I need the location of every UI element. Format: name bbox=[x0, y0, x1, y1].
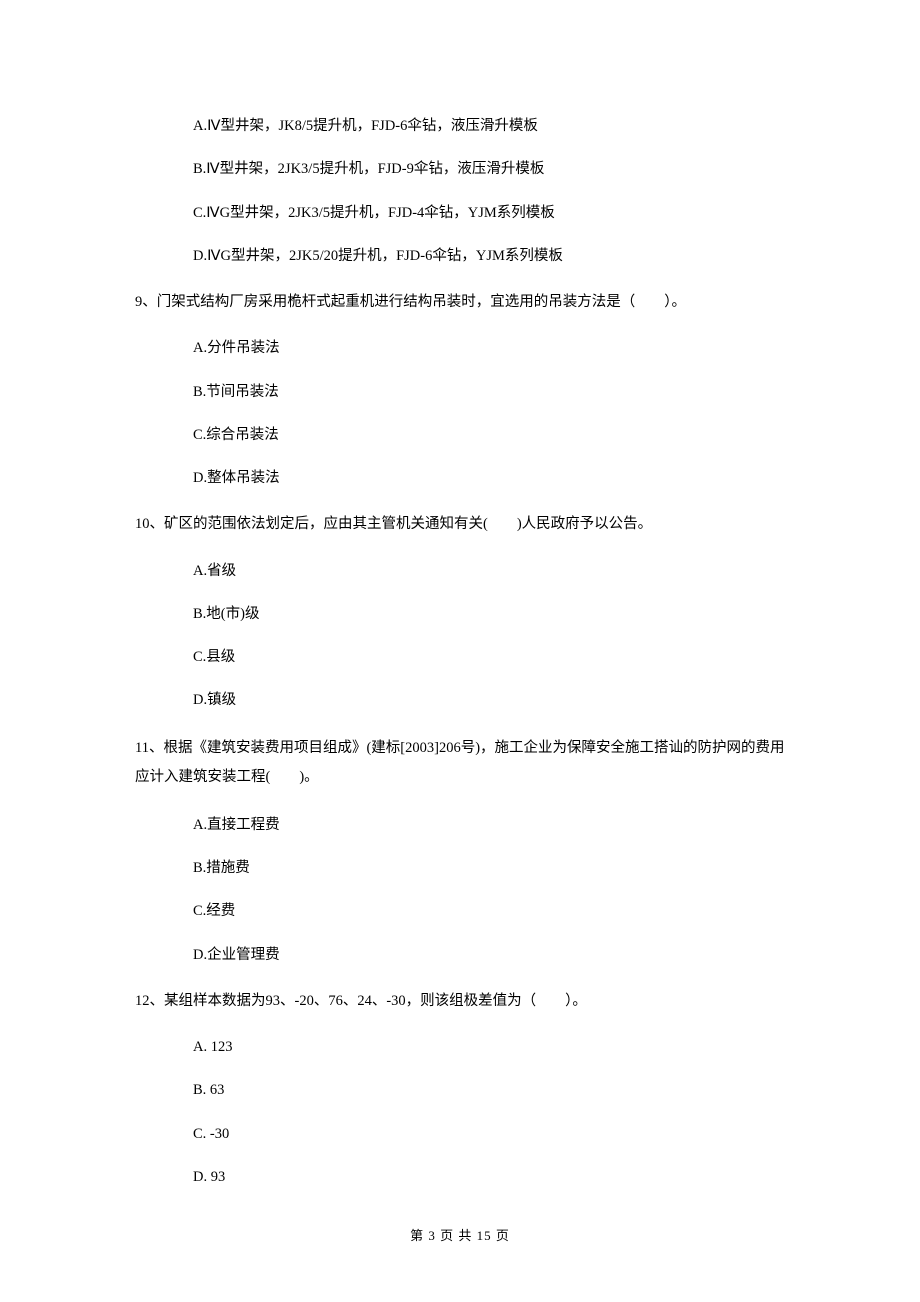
page-footer: 第 3 页 共 15 页 bbox=[0, 1225, 920, 1244]
q9-option-a: A.分件吊装法 bbox=[135, 338, 785, 358]
q12-option-c: C. -30 bbox=[135, 1124, 785, 1144]
q10-option-a: A.省级 bbox=[135, 561, 785, 581]
q9-option-d: D.整体吊装法 bbox=[135, 468, 785, 488]
q8-option-a: A.Ⅳ型井架，JK8/5提升机，FJD‐6伞钻，液压滑升模板 bbox=[135, 116, 785, 136]
q12-option-a: A. 123 bbox=[135, 1037, 785, 1057]
q9-option-c: C.综合吊装法 bbox=[135, 425, 785, 445]
q8-option-b: B.Ⅳ型井架，2JK3/5提升机，FJD‐9伞钻，液压滑升模板 bbox=[135, 159, 785, 179]
q12-text: 12、某组样本数据为93、-20、76、24、-30，则该组极差值为（ ）。 bbox=[135, 988, 785, 1014]
q11-option-a: A.直接工程费 bbox=[135, 815, 785, 835]
q10-option-d: D.镇级 bbox=[135, 690, 785, 710]
q10-text: 10、矿区的范围依法划定后，应由其主管机关通知有关( )人民政府予以公告。 bbox=[135, 511, 785, 537]
q8-option-c: C.ⅣG型井架，2JK3/5提升机，FJD‐4伞钻，YJM系列模板 bbox=[135, 203, 785, 223]
q9-option-b: B.节间吊装法 bbox=[135, 382, 785, 402]
q12-option-b: B. 63 bbox=[135, 1080, 785, 1100]
q12-option-d: D. 93 bbox=[135, 1167, 785, 1187]
q11-option-d: D.企业管理费 bbox=[135, 945, 785, 965]
q11-text: 11、根据《建筑安装费用项目组成》(建标[2003]206号)，施工企业为保障安… bbox=[135, 734, 785, 792]
q10-option-c: C.县级 bbox=[135, 647, 785, 667]
q11-option-c: C.经费 bbox=[135, 901, 785, 921]
q10-option-b: B.地(市)级 bbox=[135, 604, 785, 624]
q11-option-b: B.措施费 bbox=[135, 858, 785, 878]
q8-option-d: D.ⅣG型井架，2JK5/20提升机，FJD‐6伞钻，YJM系列模板 bbox=[135, 246, 785, 266]
q9-text: 9、门架式结构厂房采用桅杆式起重机进行结构吊装时，宜选用的吊装方法是（ ）。 bbox=[135, 289, 785, 315]
